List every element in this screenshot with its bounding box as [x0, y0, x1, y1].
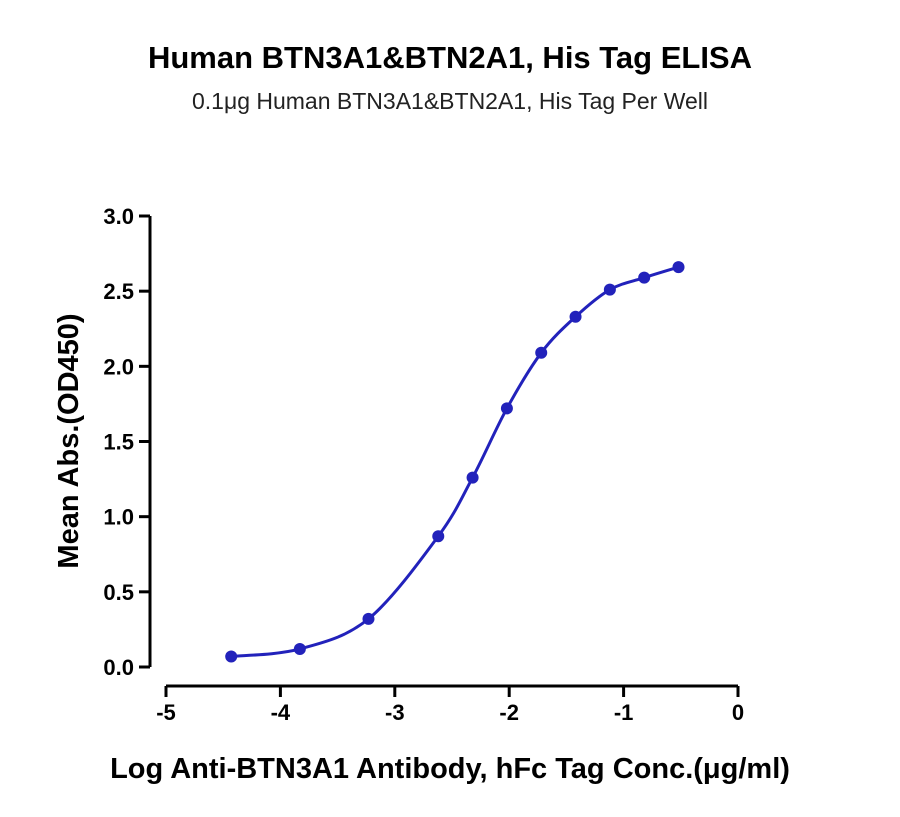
x-tick-label: 0 — [732, 700, 744, 725]
y-tick-label: 2.5 — [103, 279, 134, 304]
x-axis-title: Log Anti-BTN3A1 Antibody, hFc Tag Conc.(… — [110, 753, 790, 785]
chart-subtitle: 0.1μg Human BTN3A1&BTN2A1, His Tag Per W… — [191, 88, 709, 114]
data-point — [293, 642, 306, 655]
y-tick-label: 0.5 — [103, 580, 134, 605]
y-tick-label: 3.0 — [103, 204, 134, 229]
fit-curve — [231, 265, 679, 658]
data-point — [638, 271, 651, 284]
x-tick-label: -4 — [271, 700, 291, 725]
data-point — [500, 402, 513, 415]
y-tick-label: 1.5 — [103, 430, 134, 455]
y-tick-label: 2.0 — [103, 354, 134, 379]
chart-title: Human BTN3A1&BTN2A1, His Tag ELISA — [147, 40, 752, 75]
x-tick-label: -2 — [499, 700, 519, 725]
fit-curve-layer — [231, 265, 679, 658]
x-tick-label: -5 — [156, 700, 176, 725]
data-point — [362, 612, 375, 625]
y-tick-label: 0.0 — [103, 655, 134, 680]
x-tick-label: -3 — [385, 700, 405, 725]
y-axis-title: Mean Abs.(OD450) — [53, 313, 85, 568]
data-point — [569, 310, 582, 323]
data-points-layer — [225, 261, 685, 663]
data-point — [466, 471, 479, 484]
data-point — [603, 283, 616, 296]
data-point — [672, 261, 685, 274]
data-point — [432, 530, 445, 543]
data-point — [225, 650, 238, 663]
x-tick-label: -1 — [614, 700, 634, 725]
axes: 0.0 0.5 1.0 1.5 2.0 2.5 3.0 -5 -4 -3 -2 -1 0 — [103, 204, 744, 725]
y-tick-label: 1.0 — [103, 505, 134, 530]
data-point — [535, 346, 548, 359]
